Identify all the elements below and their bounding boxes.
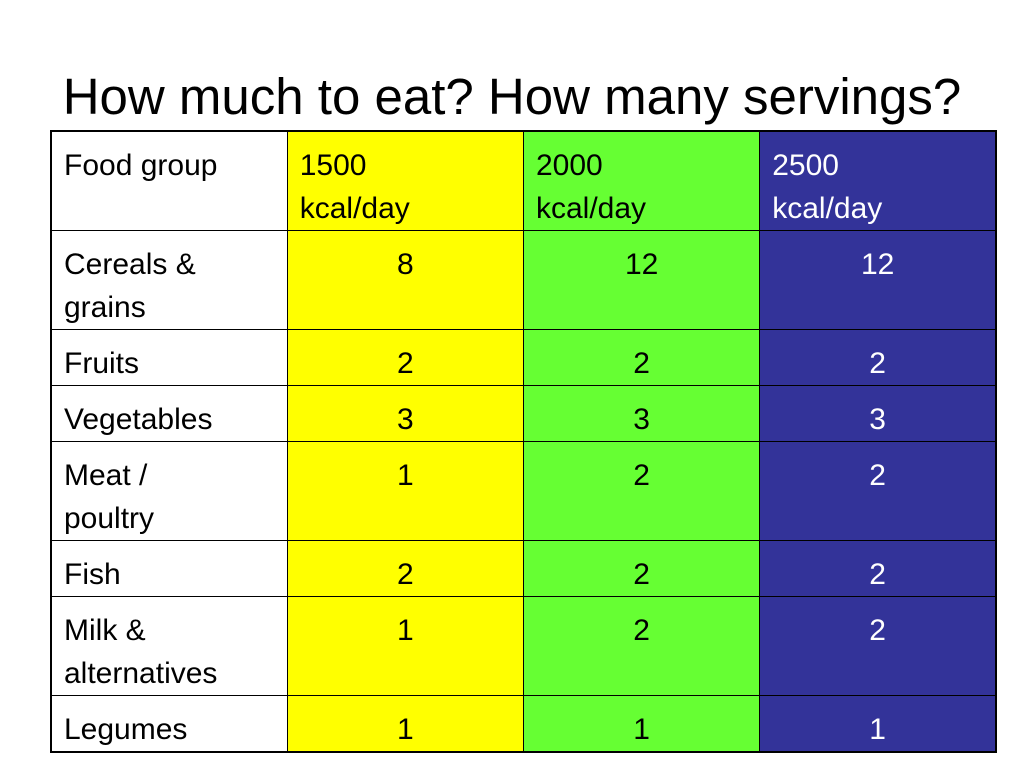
- food-group-cell: Fish: [50, 540, 288, 597]
- servings-1500-cell: 1: [286, 695, 525, 753]
- servings-2500-cell: 2: [759, 441, 997, 541]
- header-2000-kcal: 2000 kcal/day: [522, 130, 761, 231]
- table-row: Fish 2 2 2: [50, 540, 997, 597]
- servings-1500-cell: 2: [286, 540, 525, 597]
- servings-2000-cell: 12: [522, 230, 761, 330]
- servings-2500-cell: 2: [759, 329, 997, 386]
- header-food-group-label: Food group: [64, 149, 218, 182]
- header-1500-kcal-line2: kcal/day: [299, 192, 410, 225]
- servings-1500-cell: 3: [286, 385, 525, 442]
- header-2500-kcal-line2: kcal/day: [772, 192, 883, 225]
- servings-2000-cell: 2: [522, 596, 761, 696]
- servings-table: Food group 1500 kcal/day 2000 kcal/day 2…: [50, 130, 997, 753]
- servings-2000-cell: 2: [522, 329, 761, 386]
- header-1500-kcal-line1: 1500: [299, 149, 367, 182]
- food-group-label: Milk &: [64, 614, 146, 647]
- header-1500-kcal: 1500 kcal/day: [286, 130, 525, 231]
- servings-1500-cell: 1: [286, 596, 525, 696]
- table-header-row: Food group 1500 kcal/day 2000 kcal/day 2…: [50, 130, 997, 231]
- food-group-cell: Legumes: [50, 695, 288, 753]
- servings-2000-cell: 1: [522, 695, 761, 753]
- servings-2000-cell: 2: [522, 540, 761, 597]
- food-group-label: Vegetables: [64, 403, 213, 436]
- table-row: Fruits 2 2 2: [50, 329, 997, 386]
- food-group-label: Fish: [64, 558, 121, 591]
- food-group-label: Cereals &: [64, 248, 196, 281]
- table-row: Cereals & grains 8 12 12: [50, 230, 997, 330]
- servings-2500-cell: 1: [759, 695, 997, 753]
- food-group-label: poultry: [64, 502, 155, 535]
- food-group-label: Meat /: [64, 459, 148, 492]
- table-row: Legumes 1 1 1: [50, 695, 997, 753]
- table-row: Vegetables 3 3 3: [50, 385, 997, 442]
- servings-2500-cell: 2: [759, 540, 997, 597]
- header-2000-kcal-line1: 2000: [536, 149, 603, 182]
- servings-2000-cell: 2: [522, 441, 761, 541]
- header-food-group: Food group: [50, 130, 288, 231]
- slide-title: How much to eat? How many servings?: [62, 68, 962, 125]
- servings-2500-cell: 12: [759, 230, 997, 330]
- food-group-label: alternatives: [64, 657, 218, 690]
- table-row: Meat / poultry 1 2 2: [50, 441, 997, 541]
- table-row: Milk & alternatives 1 2 2: [50, 596, 997, 696]
- food-group-cell: Milk & alternatives: [50, 596, 288, 696]
- header-2500-kcal-line1: 2500: [772, 149, 839, 182]
- servings-2000-cell: 3: [522, 385, 761, 442]
- servings-2500-cell: 2: [759, 596, 997, 696]
- food-group-cell: Meat / poultry: [50, 441, 288, 541]
- food-group-cell: Vegetables: [50, 385, 288, 442]
- food-group-label: Legumes: [64, 713, 188, 746]
- servings-1500-cell: 8: [286, 230, 525, 330]
- servings-2500-cell: 3: [759, 385, 997, 442]
- food-group-label: grains: [64, 291, 146, 324]
- food-group-label: Fruits: [64, 347, 139, 380]
- food-group-cell: Cereals & grains: [50, 230, 288, 330]
- header-2000-kcal-line2: kcal/day: [536, 192, 647, 225]
- food-group-cell: Fruits: [50, 329, 288, 386]
- header-2500-kcal: 2500 kcal/day: [759, 130, 997, 231]
- servings-1500-cell: 1: [286, 441, 525, 541]
- servings-1500-cell: 2: [286, 329, 525, 386]
